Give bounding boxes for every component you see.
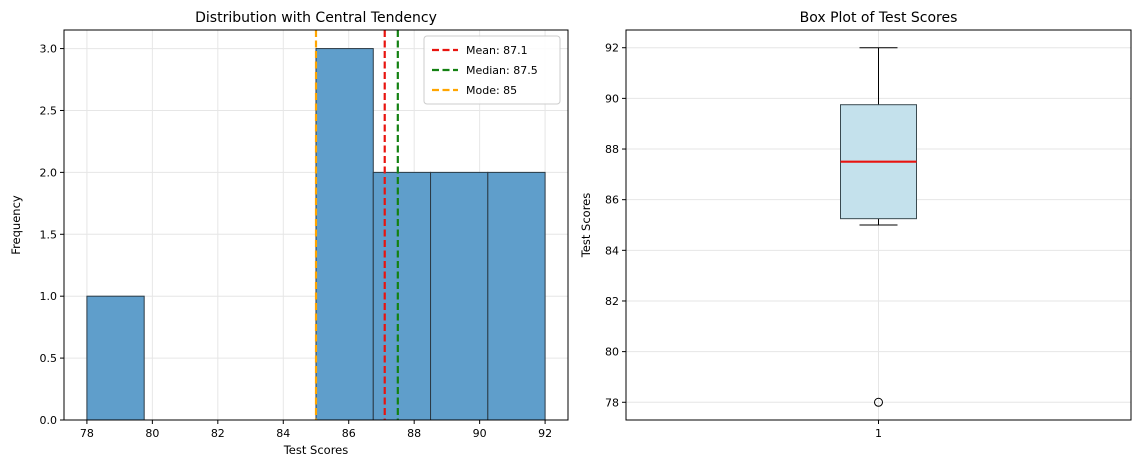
x-tick-label: 78 <box>80 427 94 440</box>
y-tick-label: 3.0 <box>40 43 58 56</box>
histogram-bar <box>315 48 374 421</box>
y-tick-label: 78 <box>605 396 619 409</box>
x-tick-label: 90 <box>473 427 487 440</box>
outlier-point <box>874 397 883 407</box>
legend-label: Mode: 85 <box>466 84 517 97</box>
y-tick-label: 0.5 <box>40 352 58 365</box>
boxplot-y-axis-label: Test Scores <box>579 193 593 259</box>
y-tick-label: 1.5 <box>40 228 58 241</box>
x-tick-label: 82 <box>211 427 225 440</box>
y-tick-label: 86 <box>605 194 619 207</box>
y-tick-label: 0.0 <box>40 414 58 427</box>
y-tick-label: 82 <box>605 295 619 308</box>
legend-label: Mean: 87.1 <box>466 44 528 57</box>
y-tick-label: 92 <box>605 42 619 55</box>
reference-lines <box>314 30 399 420</box>
legend-box <box>423 35 561 105</box>
histogram-x-axis-label: Test Scores <box>283 443 349 457</box>
histogram-axes-frame <box>63 29 569 421</box>
histogram-ticks: 78 80 82 84 86 88 90 92 0.0 0.5 1.0 1.5 2.0 2.5 3.0 <box>40 43 553 440</box>
x-tick-label: 86 <box>342 427 356 440</box>
legend-label: Median: 87.5 <box>466 64 538 77</box>
y-tick-label: 80 <box>605 346 619 359</box>
x-tick-label: 92 <box>538 427 552 440</box>
x-tick-label: 84 <box>276 427 290 440</box>
y-tick-label: 1.0 <box>40 290 58 303</box>
x-tick-label: 80 <box>145 427 159 440</box>
y-tick-label: 90 <box>605 92 619 105</box>
boxplot-ticks: 1 78 80 82 84 86 88 90 92 <box>605 42 882 440</box>
boxplot-marks <box>840 47 917 407</box>
histogram-bars <box>86 48 546 421</box>
legend: Mean: 87.1 Median: 87.5 Mode: 85 <box>423 35 561 105</box>
histogram-panel: 78 80 82 84 86 88 90 92 0.0 0.5 1.0 1.5 2.0 2.5 3.0 Di… <box>9 10 569 457</box>
boxplot-panel: 1 78 80 82 84 86 88 90 92 Box Plot of Test Score… <box>579 10 1132 440</box>
histogram-title: Distribution with Central Tendency <box>195 10 437 26</box>
boxplot-title: Box Plot of Test Scores <box>800 10 958 26</box>
histogram-bar <box>372 171 432 421</box>
y-tick-label: 84 <box>605 244 619 257</box>
y-tick-label: 2.5 <box>40 104 58 117</box>
x-tick-label: 1 <box>875 427 882 440</box>
histogram-y-axis-label: Frequency <box>9 195 23 255</box>
y-tick-label: 2.0 <box>40 166 58 179</box>
histogram-bar <box>430 171 489 421</box>
y-tick-label: 88 <box>605 143 619 156</box>
histogram-bar <box>487 171 546 421</box>
histogram-bar <box>86 295 145 421</box>
x-tick-label: 88 <box>407 427 421 440</box>
